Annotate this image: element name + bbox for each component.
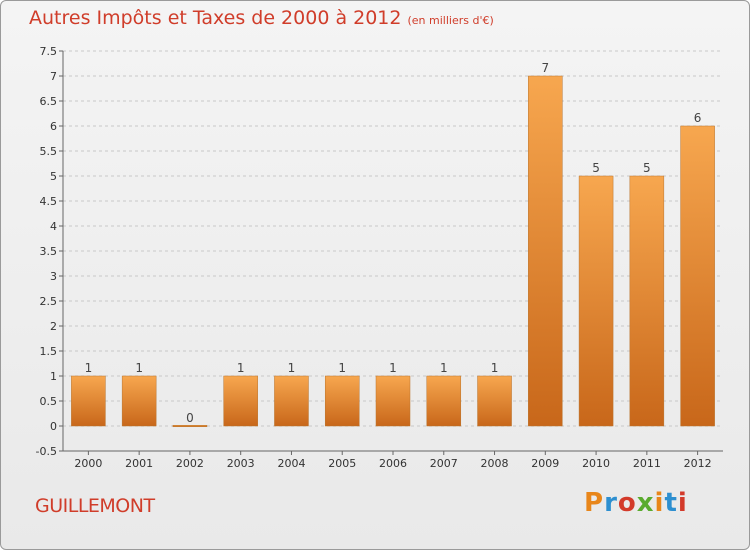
y-tick-label: 0.5 [40,395,58,408]
y-tick-label: 1 [50,370,57,383]
logo-letter: i [677,488,688,518]
value-label: 5 [643,161,651,175]
logo-letter: t [664,488,678,518]
bar-2008 [477,375,512,427]
value-label: 1 [338,361,346,375]
x-tick-label: 2006 [379,457,407,470]
bar-2004 [274,375,309,427]
x-tick-label: 2008 [481,457,509,470]
y-tick-label: 6 [50,120,57,133]
value-label: 5 [592,161,600,175]
value-label: 6 [694,111,702,125]
value-label: 1 [237,361,245,375]
y-tick-label: 7 [50,70,57,83]
bar-2009 [528,75,563,427]
chart-subtitle: (en milliers d'€) [407,14,494,27]
chart-title: Autres Impôts et Taxes de 2000 à 2012 (en… [29,7,494,29]
value-label: 1 [491,361,499,375]
value-label: 7 [541,61,549,75]
bar-2006 [375,375,411,427]
x-tick-label: 2001 [125,457,153,470]
bar-2002 [172,425,208,427]
bars [71,75,715,427]
axes: -0.5 0 0.5 1 1.5 2 2.5 3 3.5 4 4.5 5 5.5 6 6.5 7 7.5 2000… [36,45,723,470]
y-tick-label: 4 [50,220,57,233]
x-tick-label: 2005 [328,457,356,470]
bar-2000 [71,375,106,427]
value-label: 1 [135,361,143,375]
logo-letter: x [636,488,655,518]
bar-2001 [121,375,157,427]
bar-2003 [223,375,258,427]
x-tick-label: 2012 [684,457,712,470]
value-label: 1 [85,361,93,375]
value-label: 1 [288,361,296,375]
y-tick-label: 7.5 [40,45,58,58]
logo-letter: P [584,488,605,518]
x-tick-label: 2004 [277,457,305,470]
y-tick-label: 4.5 [40,195,58,208]
y-tick-label: 2 [50,320,57,333]
y-tick-label: 1.5 [40,345,58,358]
x-tick-label: 2010 [582,457,610,470]
proxiti-logo: Proxiti [584,488,688,518]
bar-2007 [426,375,462,427]
commune-name: GUILLEMONT [35,495,155,517]
x-tick-label: 2000 [74,457,102,470]
x-tick-label: 2009 [531,457,559,470]
logo-letter: o [617,488,637,518]
y-tick-label: 2.5 [40,295,58,308]
y-tick-label: 5 [50,170,57,183]
y-tick-label: 6.5 [40,95,58,108]
logo-letter: i [654,488,665,518]
data-labels: 1 1 0 1 1 1 1 1 1 7 5 5 6 [85,61,702,425]
x-tick-label: 2011 [633,457,661,470]
x-tick-label: 2007 [430,457,458,470]
bar-2012 [680,125,715,427]
y-tick-label: -0.5 [36,445,57,458]
title-text: Autres Impôts et Taxes de 2000 à 2012 [29,7,402,29]
y-tick-label: 3 [50,270,57,283]
y-tick-label: 0 [50,420,57,433]
bar-2010 [578,175,614,427]
x-tick-label: 2003 [227,457,255,470]
x-tick-label: 2002 [176,457,204,470]
bar-2011 [629,175,665,427]
value-label: 1 [389,361,397,375]
y-tick-label: 3.5 [40,245,58,258]
logo-letter: r [604,488,618,518]
value-label: 0 [186,411,194,425]
y-tick-label: 5.5 [40,145,58,158]
bar-2005 [324,375,360,427]
value-label: 1 [440,361,448,375]
